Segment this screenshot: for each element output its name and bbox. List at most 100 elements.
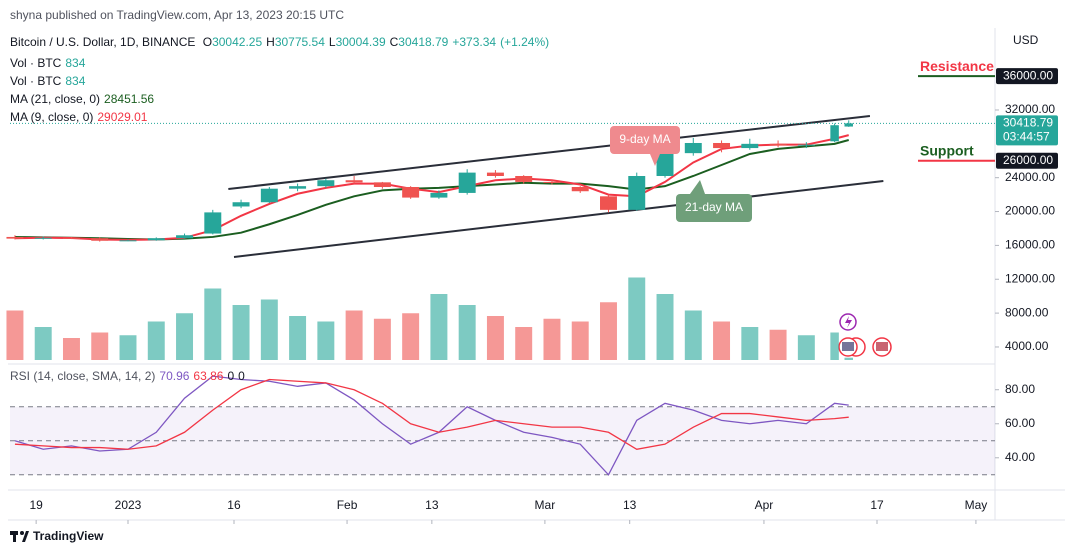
last-price-label: 30418.79 (1003, 116, 1053, 130)
volume-bar (289, 316, 307, 360)
candle-body (486, 172, 504, 176)
candle-body (844, 123, 853, 127)
y-tick-label: 12000.00 (1005, 271, 1055, 285)
ohlc: O30042.25 H30775.54 L30004.39 C30418.79 +373… (203, 35, 553, 49)
level-name: Support (920, 142, 974, 158)
ohlc-prefix: C (389, 35, 399, 49)
ohlc-value: 30775.54 (274, 35, 325, 49)
candle-body (656, 153, 674, 176)
volume-value: 834 (65, 74, 86, 88)
candle-body (684, 142, 702, 154)
annotation-text: 21-day MA (685, 200, 743, 214)
volume-bar (515, 327, 533, 360)
last-price-box (996, 115, 1058, 146)
legend-row: MA (9, close, 0) 29029.01 (10, 108, 158, 126)
volume-bar (62, 338, 80, 360)
level-box (996, 68, 1058, 85)
volume-bar (628, 277, 646, 360)
rsi-title: RSI (14, close, SMA, 14, 2) (10, 369, 156, 383)
volume-bar (844, 357, 853, 360)
x-tick-label: 19 (29, 498, 43, 512)
candle-body (600, 196, 617, 210)
ohlc-prefix: L (328, 35, 336, 49)
change-percent: (+1.24%) (500, 35, 550, 49)
rsi-extra: 0 (227, 369, 235, 383)
level-name: Resistance (920, 58, 994, 74)
volume-bar (119, 335, 137, 360)
x-tick-label: 13 (425, 498, 439, 512)
volume-bar (345, 310, 363, 360)
level-box (996, 152, 1058, 169)
candle-body (543, 181, 561, 183)
volume-bar (402, 313, 420, 360)
annotation-pointer (690, 180, 705, 194)
ohlc-prefix: H (266, 35, 275, 49)
ohlc-item: C30418.79 (390, 35, 449, 49)
change: +373.34 (452, 35, 497, 49)
candle-body (741, 143, 759, 149)
symbol: Bitcoin / U.S. Dollar, 1D, BINANCE (10, 35, 196, 49)
legend-row: Vol · BTC 834 (10, 54, 158, 72)
rsi-extra: 0 (238, 369, 245, 383)
rsi-value: 63.86 (193, 369, 224, 383)
x-tick-label: 13 (623, 498, 637, 512)
candle-body (289, 186, 307, 189)
volume-bar (797, 335, 815, 360)
y-tick-label: 24000.00 (1005, 170, 1055, 184)
candle-body (628, 175, 646, 210)
volume-bar (176, 313, 194, 360)
x-tick-label: Feb (337, 498, 358, 512)
rsi-line (14, 378, 849, 450)
indicator-legend: Vol · BTC 834 Vol · BTC 834 MA (21, close, 0… (10, 54, 158, 126)
volume-label: Vol · BTC (10, 56, 62, 70)
brand: TradingView (33, 529, 104, 543)
volume-bar (713, 321, 731, 360)
ma-label: MA (9, close, 0) (10, 110, 94, 124)
y-tick-label: 4000.00 (1005, 339, 1049, 353)
event-icons (838, 313, 892, 357)
rsi-value: 70.96 (159, 369, 190, 383)
candle-body (345, 180, 363, 183)
volume-bar (91, 332, 109, 360)
candle-body (204, 212, 222, 234)
trendline (233, 179, 884, 258)
volume-bar (260, 299, 278, 360)
candle-body (232, 202, 250, 207)
volume-bar (458, 305, 476, 360)
volume-bar (34, 327, 52, 360)
candle-body (62, 237, 80, 239)
volume-bar (571, 321, 589, 360)
countdown: 03:44:57 (1003, 130, 1050, 144)
ma-value: 29029.01 (97, 110, 148, 124)
ohlc-value: 30042.25 (212, 35, 263, 49)
ohlc-value: 30418.79 (398, 35, 449, 49)
publisher: shyna published on TradingView.com, Apr … (10, 8, 344, 22)
candle-body (317, 180, 335, 187)
candle-body (176, 235, 194, 239)
ohlc-prefix: O (202, 35, 213, 49)
legend-row: MA (21, close, 0) 28451.56 (10, 90, 158, 108)
candle-body (430, 192, 448, 198)
volume-bar (147, 321, 165, 360)
volume-bar (204, 288, 222, 360)
volume-bar (430, 294, 448, 360)
candle-body (147, 238, 165, 241)
volume-bar (600, 302, 617, 360)
x-tick-label: Apr (755, 498, 774, 512)
legend-row: Vol · BTC 834 (10, 72, 158, 90)
trendline (228, 114, 871, 190)
volume-bar (741, 327, 759, 360)
volume-value: 834 (65, 56, 86, 70)
level-label: 36000.00 (1003, 68, 1053, 82)
x-tick-label: 2023 (115, 498, 142, 512)
candle-body (515, 175, 533, 182)
y-tick-label: 20000.00 (1005, 204, 1055, 218)
ohlc-item: H30775.54 (266, 35, 325, 49)
ohlc-item: L30004.39 (329, 35, 386, 49)
volume-label: Vol · BTC (10, 74, 62, 88)
currency: USD (1013, 33, 1039, 47)
volume-bar (6, 310, 24, 360)
